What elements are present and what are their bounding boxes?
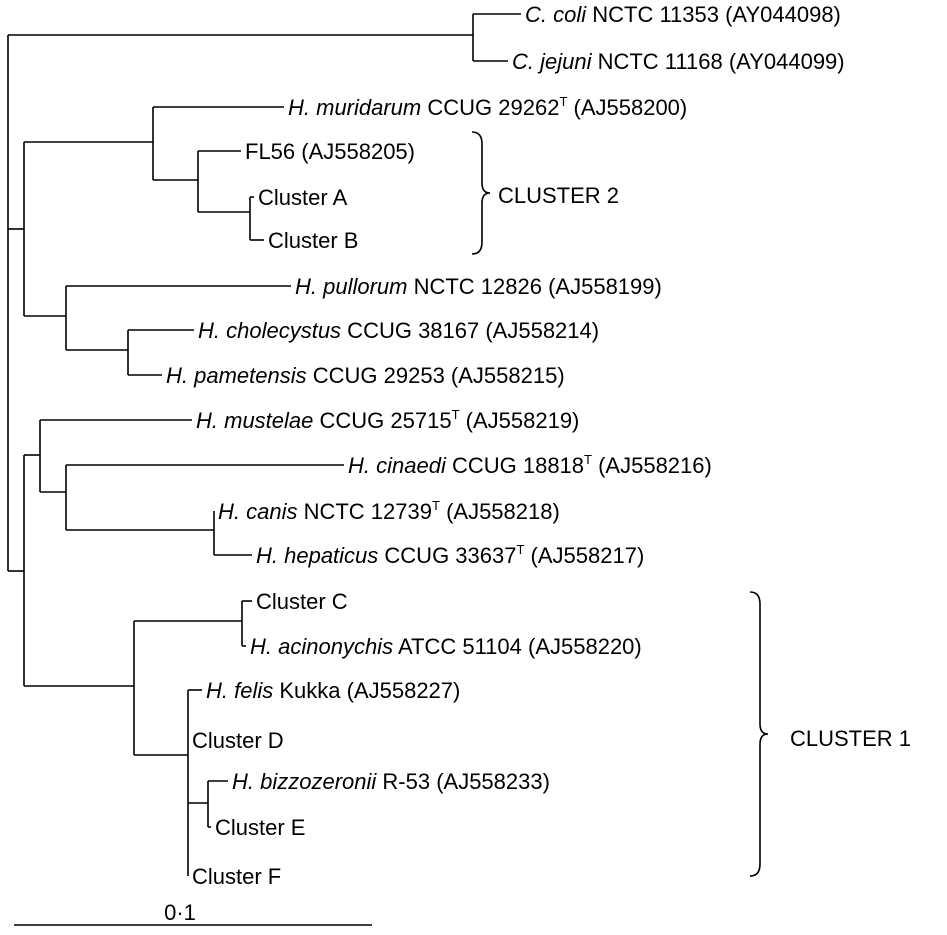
leaf-accession-muridarum: (AJ558200) [567,95,687,120]
leaf-label-felis: H. felis Kukka (AJ558227) [206,678,460,703]
type-strain-mark-muridarum: T [559,94,567,109]
leaf-strain-clusterC: Cluster C [256,589,348,614]
type-strain-mark-cinaedi: T [584,452,592,467]
leaf-label-canis: H. canis NCTC 12739T (AJ558218) [218,498,560,524]
leaf-species-mustelae: H. mustelae [196,408,313,433]
leaf-label-clusterE: Cluster E [215,815,305,840]
leaf-label-bizzozeronii: H. bizzozeronii R-53 (AJ558233) [232,769,550,794]
leaf-label-clusterD: Cluster D [192,728,284,753]
leaf-label-clusterF: Cluster F [192,864,281,889]
leaf-label-jejuni: C. jejuni NCTC 11168 (AY044099) [512,49,845,74]
type-strain-mark-mustelae: T [452,407,460,422]
cluster2-brace [471,131,491,255]
leaf-label-pametensis: H. pametensis CCUG 29253 (AJ558215) [166,363,565,388]
leaf-species-felis: H. felis [206,678,273,703]
leaf-label-hepaticus: H. hepaticus CCUG 33637T (AJ558217) [256,542,644,568]
leaf-labels: C. coli NCTC 11353 (AY044098) C. jejuni N… [166,2,845,889]
scale-bar-group: 0·1 [14,900,372,926]
leaf-label-muridarum: H. muridarum CCUG 29262T (AJ558200) [288,94,687,120]
leaf-species-pametensis: H. pametensis [166,363,307,388]
cluster-braces: CLUSTER 2 CLUSTER 1 [471,131,911,877]
scale-bar-label: 0·1 [164,900,196,925]
leaf-species-acinonychis: H. acinonychis [250,634,393,659]
leaf-strain-clusterA: Cluster A [258,185,348,210]
leaf-strain-clusterB: Cluster B [268,228,358,253]
leaf-strain-clusterD: Cluster D [192,728,284,753]
leaf-strain-cinaedi: CCUG 18818 [446,453,584,478]
type-strain-mark-hepaticus: T [516,542,524,557]
leaf-label-cholecystus: H. cholecystus CCUG 38167 (AJ558214) [198,318,599,343]
leaf-label-clusterA: Cluster A [258,185,348,210]
leaf-species-pullorum: H. pullorum [295,274,407,299]
leaf-strain-clusterF: Cluster F [192,864,281,889]
leaf-label-clusterB: Cluster B [268,228,358,253]
leaf-accession-canis: (AJ558218) [440,499,560,524]
leaf-label-pullorum: H. pullorum NCTC 12826 (AJ558199) [295,274,662,299]
leaf-strain-clusterE: Cluster E [215,815,305,840]
leaf-species-canis: H. canis [218,499,297,524]
leaf-strain-pametensis: CCUG 29253 (AJ558215) [307,363,565,388]
leaf-label-coli: C. coli NCTC 11353 (AY044098) [525,2,841,27]
cluster1-label: CLUSTER 1 [790,726,911,751]
leaf-strain-jejuni: NCTC 11168 (AY044099) [591,49,844,74]
cluster1-brace [749,591,769,877]
leaf-strain-fl56: FL56 (AJ558205) [245,139,415,164]
leaf-species-cinaedi: H. cinaedi [348,453,447,478]
leaf-label-clusterC: Cluster C [256,589,348,614]
leaf-label-fl56: FL56 (AJ558205) [245,139,415,164]
leaf-species-jejuni: C. jejuni [512,49,593,74]
leaf-strain-canis: NCTC 12739 [297,499,432,524]
cluster2-label: CLUSTER 2 [498,183,619,208]
leaf-species-coli: C. coli [525,2,587,27]
leaf-accession-mustelae: (AJ558219) [460,408,580,433]
tree-branches [7,13,521,876]
leaf-strain-cholecystus: CCUG 38167 (AJ558214) [341,318,599,343]
leaf-accession-cinaedi: (AJ558216) [592,453,712,478]
leaf-strain-mustelae: CCUG 25715 [313,408,451,433]
leaf-label-cinaedi: H. cinaedi CCUG 18818T (AJ558216) [348,452,712,478]
leaf-strain-coli: NCTC 11353 (AY044098) [586,2,841,27]
leaf-species-muridarum: H. muridarum [288,95,421,120]
leaf-strain-pullorum: NCTC 12826 (AJ558199) [407,274,661,299]
leaf-species-bizzozeronii: H. bizzozeronii [232,769,377,794]
leaf-strain-bizzozeronii: R-53 (AJ558233) [376,769,550,794]
leaf-accession-hepaticus: (AJ558217) [524,543,644,568]
leaf-strain-acinonychis: ATCC 51104 (AJ558220) [393,634,642,659]
leaf-label-mustelae: H. mustelae CCUG 25715T (AJ558219) [196,407,579,433]
leaf-label-acinonychis: H. acinonychis ATCC 51104 (AJ558220) [250,634,642,659]
leaf-species-cholecystus: H. cholecystus [198,318,341,343]
leaf-strain-felis: Kukka (AJ558227) [273,678,460,703]
leaf-strain-muridarum: CCUG 29262 [421,95,559,120]
leaf-species-hepaticus: H. hepaticus [256,543,378,568]
type-strain-mark-canis: T [432,498,440,513]
leaf-strain-hepaticus: CCUG 33637 [378,543,516,568]
